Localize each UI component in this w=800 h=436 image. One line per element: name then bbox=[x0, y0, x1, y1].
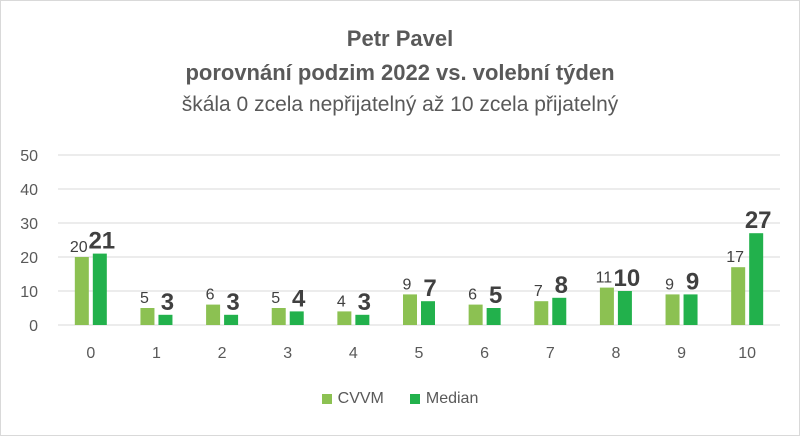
y-tick-label: 20 bbox=[20, 250, 38, 267]
bar-cvvm bbox=[206, 304, 221, 325]
x-tick-label: 2 bbox=[218, 345, 227, 362]
x-tick-label: 9 bbox=[677, 345, 686, 362]
data-label-median: 3 bbox=[226, 289, 239, 316]
data-label-cvvm: 5 bbox=[140, 290, 149, 307]
bar-cvvm bbox=[271, 308, 286, 325]
bar-cvvm bbox=[337, 311, 352, 325]
data-label-median: 5 bbox=[489, 282, 502, 309]
x-tick-label: 7 bbox=[546, 345, 555, 362]
bar-median bbox=[158, 314, 173, 325]
data-label-cvvm: 20 bbox=[70, 239, 88, 256]
data-label-median: 4 bbox=[292, 285, 306, 312]
y-tick-label: 30 bbox=[20, 216, 38, 233]
data-label-cvvm: 9 bbox=[665, 276, 674, 293]
data-label-median: 10 bbox=[614, 265, 641, 292]
chart-title: Petr Pavel bbox=[346, 26, 454, 51]
data-label-median: 27 bbox=[745, 207, 772, 234]
x-tick-label: 0 bbox=[86, 345, 95, 362]
bar-median bbox=[289, 311, 304, 325]
legend-label-median: Median bbox=[425, 390, 479, 407]
x-axis-ticks: 0 1 2 3 4 5 6 7 8 9 10 bbox=[86, 345, 756, 362]
bar-median bbox=[421, 301, 435, 325]
data-label-cvvm: 4 bbox=[337, 293, 346, 310]
grid-lines bbox=[58, 154, 780, 326]
x-tick-label: 10 bbox=[738, 345, 756, 362]
data-label-cvvm: 11 bbox=[596, 270, 613, 287]
y-axis-ticks: 0 10 20 30 40 50 bbox=[20, 148, 38, 335]
data-label-cvvm: 7 bbox=[534, 283, 543, 300]
data-label-median: 7 bbox=[423, 275, 436, 302]
x-tick-label: 1 bbox=[152, 345, 161, 362]
data-label-cvvm: 6 bbox=[468, 287, 477, 304]
bar-cvvm bbox=[468, 304, 483, 325]
bars bbox=[74, 233, 764, 325]
bar-median bbox=[749, 233, 764, 325]
y-tick-label: 10 bbox=[20, 284, 38, 301]
bar-cvvm bbox=[140, 308, 155, 325]
y-tick-label: 40 bbox=[20, 182, 38, 199]
chart-subtitle-scale: škála 0 zcela nepřijatelný až 10 zcela p… bbox=[181, 93, 619, 116]
bar-cvvm bbox=[74, 257, 89, 325]
data-label-median: 3 bbox=[161, 289, 174, 316]
bar-median bbox=[683, 294, 698, 325]
legend-label-cvvm: CVVM bbox=[337, 390, 384, 407]
chart-titles: Petr Pavel porovnání podzim 2022 vs. vol… bbox=[0, 22, 800, 120]
legend-swatch-cvvm bbox=[321, 394, 332, 404]
bar-median bbox=[617, 291, 632, 325]
x-tick-label: 4 bbox=[349, 345, 358, 362]
data-label-median: 8 bbox=[555, 272, 568, 299]
x-tick-label: 3 bbox=[283, 345, 292, 362]
legend-swatch-median bbox=[409, 394, 420, 404]
x-tick-label: 5 bbox=[415, 345, 424, 362]
bar-median bbox=[552, 297, 567, 325]
y-tick-label: 0 bbox=[29, 318, 38, 335]
chart-subtitle: porovnání podzim 2022 vs. volební týden bbox=[185, 60, 615, 85]
data-label-cvvm: 9 bbox=[403, 276, 412, 293]
data-label-cvvm: 5 bbox=[271, 290, 280, 307]
bar-cvvm bbox=[534, 301, 549, 325]
bar-cvvm bbox=[403, 294, 417, 325]
legend-item-median: Median bbox=[409, 390, 479, 408]
data-label-median: 21 bbox=[88, 228, 115, 255]
data-label-median: 9 bbox=[686, 268, 699, 295]
data-label-cvvm: 17 bbox=[726, 249, 744, 266]
bar-cvvm bbox=[731, 267, 746, 325]
bar-cvvm bbox=[665, 294, 680, 325]
data-label-cvvm: 6 bbox=[206, 287, 215, 304]
x-tick-label: 6 bbox=[480, 345, 489, 362]
bar-median bbox=[355, 314, 370, 325]
x-tick-label: 8 bbox=[611, 345, 620, 362]
bar-median bbox=[224, 314, 239, 325]
legend-item-cvvm: CVVM bbox=[321, 390, 384, 408]
bar-cvvm bbox=[599, 287, 614, 325]
legend: CVVM Median bbox=[0, 390, 800, 408]
data-label-median: 3 bbox=[358, 289, 371, 316]
y-tick-label: 50 bbox=[20, 148, 38, 165]
bar-median bbox=[486, 308, 501, 325]
bar-median bbox=[92, 253, 107, 325]
